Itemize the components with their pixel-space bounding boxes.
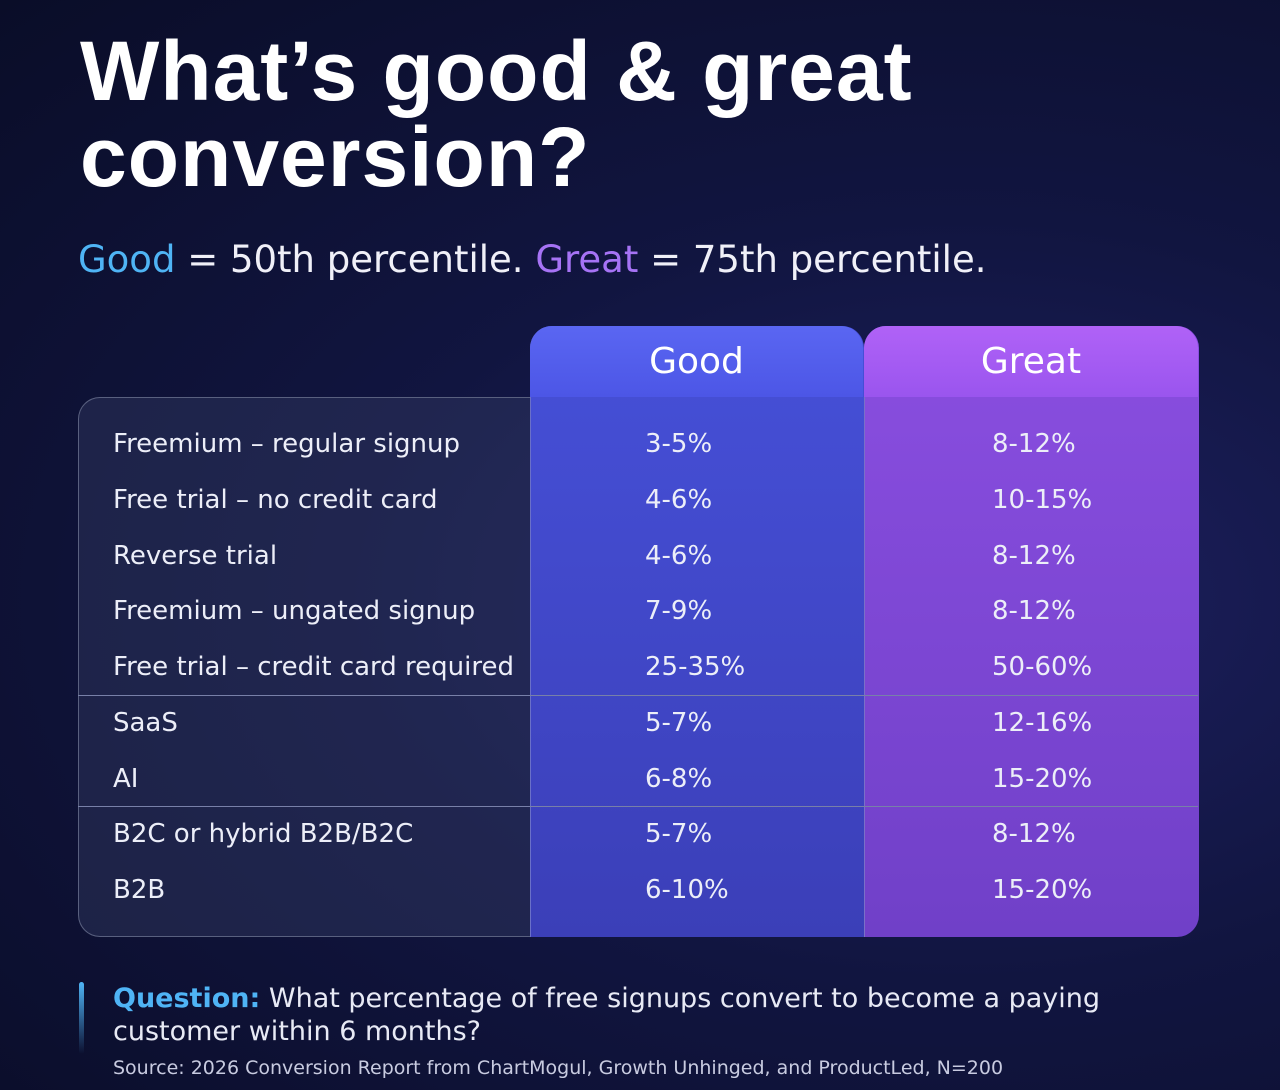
good-value: 4-6% xyxy=(645,484,713,515)
row-label: B2B xyxy=(113,875,166,905)
row-label: Reverse trial xyxy=(113,540,278,571)
accent-bar xyxy=(79,982,84,1054)
group-separator xyxy=(78,694,1198,696)
great-value: 15-20% xyxy=(992,875,1093,905)
great-value: 15-20% xyxy=(992,763,1093,794)
great-value: 8-12% xyxy=(992,819,1076,850)
question-label: Question: xyxy=(113,983,261,1014)
good-header: Good xyxy=(530,326,863,397)
source: Source: 2026 Conversion Report from Char… xyxy=(113,1057,1004,1079)
question-text: What percentage of free signups convert … xyxy=(113,983,1101,1047)
great-column xyxy=(864,326,1199,937)
good-value: 6-10% xyxy=(645,875,729,905)
good-value: 6-8% xyxy=(645,763,713,794)
row-label: Freemium – ungated signup xyxy=(113,596,476,627)
good-label: Good xyxy=(78,238,176,281)
row-label: AI xyxy=(113,763,139,794)
row-label: Freemium – regular signup xyxy=(113,429,461,459)
legend: Good = 50th percentile. Great = 75th per… xyxy=(78,238,987,281)
good-value: 5-7% xyxy=(645,707,713,738)
row-label: SaaS xyxy=(113,707,178,738)
row-label: Free trial – no credit card xyxy=(113,484,438,515)
good-value: 25-35% xyxy=(645,652,746,682)
good-text: = 50th percentile. xyxy=(187,238,524,281)
row-label: B2C or hybrid B2B/B2C xyxy=(113,819,414,850)
great-label: Great xyxy=(535,238,639,281)
great-value: 8-12% xyxy=(992,540,1076,571)
question: Question: What percentage of free signup… xyxy=(113,982,1113,1048)
great-text: = 75th percentile. xyxy=(650,238,987,281)
title-line: conversion? xyxy=(80,110,591,204)
great-value: 50-60% xyxy=(992,652,1093,682)
row-label: Free trial – credit card required xyxy=(113,652,514,682)
good-value: 4-6% xyxy=(645,540,713,571)
title-line: What’s good & great xyxy=(80,24,913,118)
great-value: 12-16% xyxy=(992,707,1093,738)
great-value: 10-15% xyxy=(992,484,1093,515)
good-value: 3-5% xyxy=(645,429,713,459)
title: What’s good & great conversion? xyxy=(80,28,913,200)
great-header: Great xyxy=(864,326,1198,397)
good-value: 7-9% xyxy=(645,596,713,627)
row-label-panel xyxy=(78,397,530,937)
group-separator xyxy=(78,806,1198,808)
great-value: 8-12% xyxy=(992,429,1076,459)
great-value: 8-12% xyxy=(992,596,1076,627)
good-column xyxy=(530,326,864,937)
good-value: 5-7% xyxy=(645,819,713,850)
